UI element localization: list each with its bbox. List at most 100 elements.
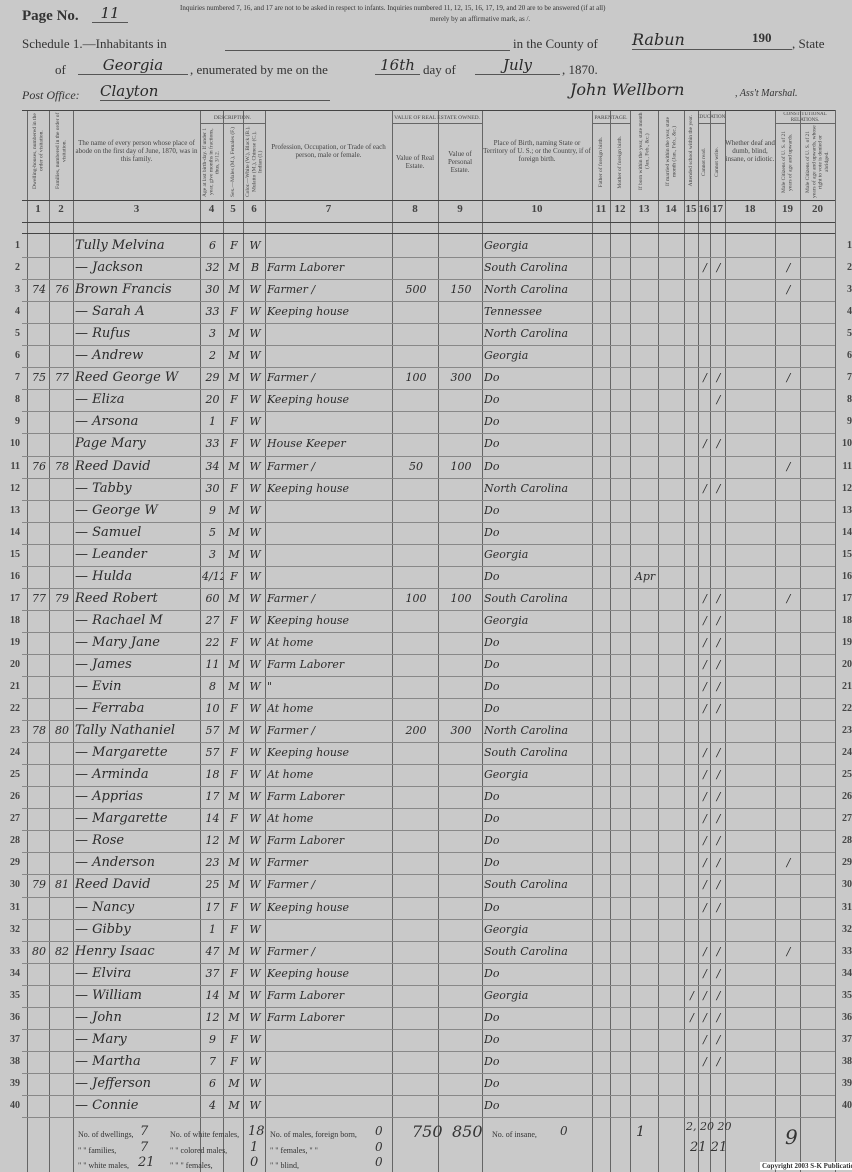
cell-m13: [632, 500, 658, 522]
cell-f: [51, 500, 73, 522]
cell-f: [51, 919, 73, 941]
column-rule: [438, 110, 439, 1172]
column-header-text: Attended school within the year.: [687, 115, 694, 187]
cell-sex: F: [230, 1032, 238, 1046]
cell-m16: /: [703, 812, 707, 826]
cell-m19: [777, 323, 800, 345]
of-label: of: [55, 62, 66, 77]
cell-name: — Arsona: [75, 414, 139, 430]
cell-m15: [686, 279, 698, 301]
education-total-2: 21 21: [690, 1140, 728, 1155]
line-number: 24: [10, 747, 20, 759]
line-number: 39: [10, 1077, 20, 1089]
cell-m19: [777, 764, 800, 786]
line-number: 21: [842, 681, 852, 692]
cell-occ: Farmer /: [267, 283, 316, 297]
cell-sex: F: [230, 393, 238, 407]
cell-age: 22: [205, 635, 220, 649]
cell-m19: [777, 1007, 800, 1029]
row-rule: [22, 742, 835, 744]
cell-d: 80: [32, 944, 46, 958]
line-number: 21: [10, 681, 20, 692]
cell-f: [51, 345, 73, 367]
column-number: 12: [614, 203, 626, 215]
row-rule: [22, 389, 835, 391]
cell-m16: /: [703, 680, 707, 693]
cell-m19: [777, 235, 800, 257]
line-number: 37: [10, 1033, 20, 1045]
cell-re: [394, 257, 438, 279]
cell-age: 34: [205, 459, 220, 473]
cell-m13: [632, 610, 658, 632]
cell-m13: [632, 1029, 658, 1051]
cell-m15: [686, 257, 698, 279]
cell-birth: South Carolina: [484, 261, 568, 275]
cell-name: Page Mary: [75, 436, 146, 452]
cell-age: 10: [205, 702, 220, 716]
cell-name: — Anderson: [75, 855, 155, 871]
inhabitants-blank: [225, 50, 510, 51]
cell-pe: [440, 632, 482, 654]
cell-f: [51, 411, 73, 433]
column-number: 8: [412, 203, 418, 215]
colored-males-label: " " colored males,: [170, 1146, 228, 1155]
column-number: 11: [595, 203, 607, 215]
dwellings-label: No. of dwellings,: [78, 1130, 134, 1139]
cell-occ: [267, 522, 392, 544]
cell-color: W: [249, 900, 261, 914]
cell-m15: [686, 411, 698, 433]
cell-re: [394, 764, 438, 786]
cell-birth: Do: [484, 525, 500, 539]
cell-name: Tally Nathaniel: [75, 723, 176, 739]
cell-d: [29, 345, 49, 367]
column-header-text: Dwelling-houses, numbered in the order o…: [31, 113, 44, 189]
cell-m17: [712, 323, 725, 345]
cell-m16: [700, 235, 710, 257]
cell-sex: F: [230, 239, 238, 252]
column-number: 7: [325, 203, 332, 215]
cell-d: [29, 852, 49, 874]
column-number: 16: [698, 203, 710, 215]
cell-occ: Farm Laborer: [267, 261, 345, 275]
cell-m13: [632, 676, 658, 698]
cell-sex: M: [228, 988, 240, 1002]
cell-color: W: [249, 878, 261, 892]
cell-d: [29, 698, 49, 720]
cell-pe: [440, 345, 482, 367]
cell-birth: Do: [484, 680, 500, 693]
cell-age: 32: [205, 261, 220, 275]
page-number-label: Page No.: [22, 8, 79, 24]
cell-color: W: [249, 702, 261, 716]
cell-name: — Rachael M: [75, 612, 163, 628]
column-header-text: Age at last birth-day. If under 1 year, …: [202, 127, 221, 197]
cell-re: [394, 544, 438, 566]
cell-re: [394, 654, 438, 676]
cell-d: [29, 411, 49, 433]
line-number: 32: [10, 923, 20, 935]
cell-age: 3: [209, 547, 216, 561]
line-number: 36: [842, 1011, 852, 1023]
cell-re: [394, 478, 438, 500]
column-header-text: If born within the year, state month (Ja…: [637, 112, 650, 190]
cell-age: 1: [209, 922, 216, 936]
line-number: 7: [847, 372, 852, 384]
cell-m17: /: [716, 261, 721, 275]
line-number: 14: [10, 526, 20, 538]
cell-re: [394, 610, 438, 632]
cell-m13: [632, 852, 658, 874]
cell-m16: [700, 566, 710, 588]
cell-birth: North Carolina: [484, 724, 569, 738]
line-number: 22: [842, 703, 852, 715]
cell-m13: [632, 764, 658, 786]
cell-m13: Apr: [634, 569, 656, 583]
line-number: 19: [10, 636, 20, 648]
row-rule: [22, 896, 835, 898]
line-number: 37: [842, 1033, 852, 1045]
cell-birth: Georgia: [484, 239, 529, 252]
cell-occ: Keeping house: [267, 393, 350, 407]
cell-m19: /: [786, 856, 791, 870]
column-rule: [392, 110, 393, 1172]
column-rule: [27, 110, 28, 1172]
row-rule: [22, 852, 835, 854]
column-header-text: Father of foreign birth.: [597, 136, 604, 188]
